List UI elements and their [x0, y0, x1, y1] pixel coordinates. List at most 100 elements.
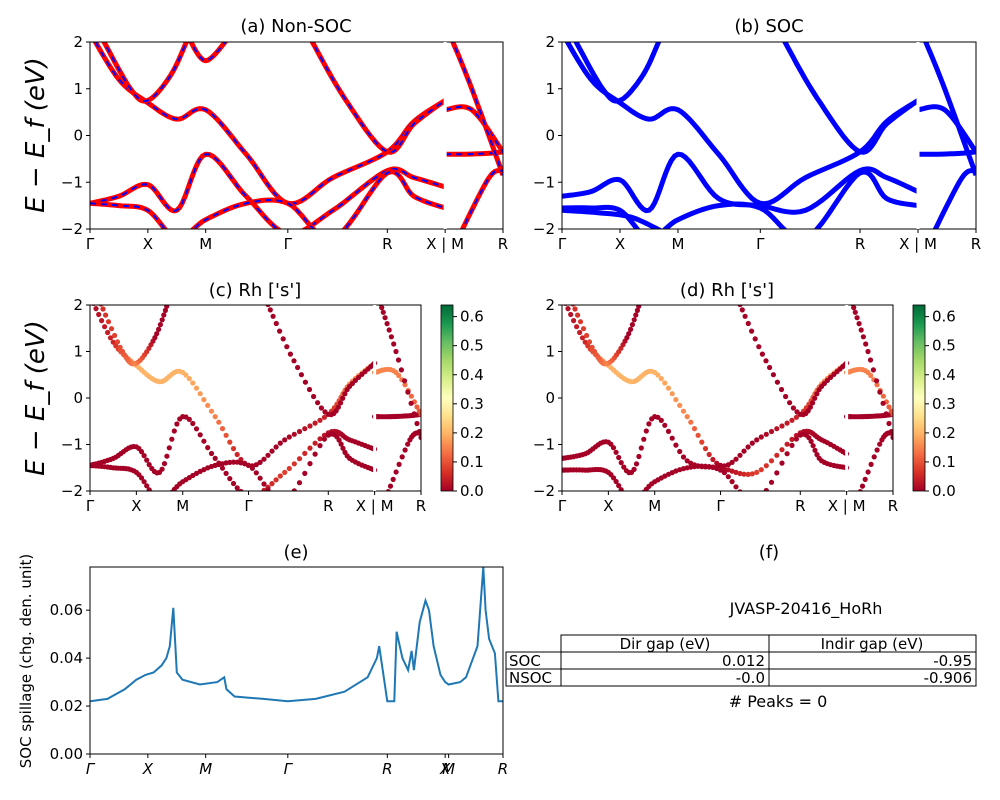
projected-band-point: [230, 480, 237, 487]
projected-band-point: [114, 339, 121, 345]
projected-band-point: [758, 434, 764, 440]
table-row-nsoc-indir-cell: [768, 668, 977, 687]
projected-band-point: [733, 469, 739, 475]
projected-band-point: [393, 348, 399, 355]
projected-band-point: [865, 469, 871, 475]
projected-band-point: [745, 444, 751, 450]
projected-band-point: [669, 391, 675, 397]
projected-band-point: [572, 306, 578, 312]
projected-band-point: [183, 372, 189, 378]
projected-band-point: [219, 465, 226, 471]
panel-e-xtick-label: M: [199, 760, 212, 778]
soc-band-5: [782, 42, 920, 155]
projected-band-point: [265, 452, 271, 458]
nonsoc-band-5: [309, 42, 447, 155]
projected-band-point: [631, 317, 637, 323]
projected-band-point: [828, 374, 834, 380]
projected-band-point: [418, 430, 421, 436]
colorbar-d-tick-label: 0.2: [932, 424, 956, 442]
projected-band-point: [267, 307, 273, 313]
projected-band-point: [754, 437, 760, 443]
projected-band-point: [632, 498, 637, 503]
projected-band-point: [291, 488, 297, 491]
projected-band-point: [616, 454, 622, 461]
soc-band-7: [917, 104, 976, 154]
projected-band-point: [380, 309, 386, 315]
panel-c-ytick-label: −1: [61, 436, 83, 454]
projected-band-point: [721, 470, 728, 476]
panel-d-ytick-label: 1: [545, 343, 555, 361]
projected-band-point: [754, 469, 760, 475]
projected-band-point: [752, 336, 758, 342]
projected-band-point: [296, 428, 303, 435]
projected-band-point: [312, 420, 318, 426]
projected-band-point: [311, 393, 317, 400]
projected-band-point: [631, 466, 637, 472]
projected-band-point: [658, 376, 664, 382]
projected-band-point: [257, 475, 263, 481]
panel-e-ytick-label: 0.04: [50, 649, 83, 667]
projected-band-point: [579, 335, 586, 341]
projected-band-point: [643, 428, 649, 434]
projected-band-point: [212, 414, 218, 420]
projected-band-point: [865, 348, 871, 355]
projected-band-point: [108, 326, 115, 332]
projected-band-point: [789, 436, 795, 442]
projected-band-point: [621, 464, 627, 470]
projected-band-point: [382, 315, 388, 321]
projected-band-point: [110, 339, 116, 345]
projected-band-point: [269, 492, 274, 497]
projected-band-point: [257, 459, 263, 465]
panel-c-plot: [90, 305, 421, 497]
projected-band-point: [624, 335, 630, 341]
projected-band-point: [197, 432, 203, 438]
projected-band-point: [725, 474, 731, 480]
projected-band-point: [193, 426, 200, 432]
projected-band-point: [298, 372, 304, 378]
projected-band-point: [729, 479, 735, 485]
colorbar-d-tick-label: 0.1: [932, 453, 956, 471]
projected-band-point: [277, 473, 283, 479]
colorbar-c-tick-label: 0.6: [460, 308, 484, 326]
projected-band-point: [779, 460, 785, 466]
projected-band-point: [146, 487, 152, 491]
panel-b-xtick-label: M: [671, 235, 684, 253]
panel-b-ytick-label: −1: [533, 173, 555, 191]
projected-band-point: [749, 471, 755, 477]
projected-band-point: [655, 414, 661, 420]
panel-c-xtick-label: R: [323, 497, 333, 515]
projected-band-point: [571, 318, 577, 324]
projected-band-point: [405, 389, 411, 395]
projected-band-point: [870, 367, 877, 373]
projected-band-point: [238, 488, 244, 491]
projected-band-point: [616, 483, 622, 489]
projected-band-point: [754, 498, 759, 503]
projected-band-point: [877, 389, 883, 395]
projected-band-point: [269, 448, 275, 454]
projected-band-point: [862, 476, 868, 482]
projected-band-point: [774, 470, 780, 476]
soc-band-dash-3: [102, 42, 188, 103]
projected-band-point: [665, 428, 672, 434]
projected-band-point: [161, 461, 168, 467]
projected-band-point: [291, 358, 297, 364]
panel-b-ytick-label: −2: [533, 220, 555, 238]
projected-band-point: [633, 312, 639, 318]
projected-band-point: [307, 445, 313, 451]
projected-band-point: [190, 380, 196, 386]
projected-band-point: [569, 298, 574, 303]
projected-band-point: [208, 450, 215, 457]
projected-band-point: [561, 296, 566, 301]
projected-band-point: [164, 453, 170, 459]
projected-band-point: [286, 434, 292, 440]
panel-d-xtick-label: Γ: [558, 497, 567, 515]
table-row-nsoc-label: NSOC: [509, 669, 552, 687]
projected-band-point: [758, 467, 764, 473]
panel-b-xtick-label: Γ: [756, 235, 765, 253]
projected-band-point: [680, 454, 687, 460]
projected-band-point: [312, 440, 318, 446]
projected-band-point: [166, 445, 172, 451]
projected-band-point: [742, 313, 748, 319]
projected-band-point: [342, 391, 348, 397]
